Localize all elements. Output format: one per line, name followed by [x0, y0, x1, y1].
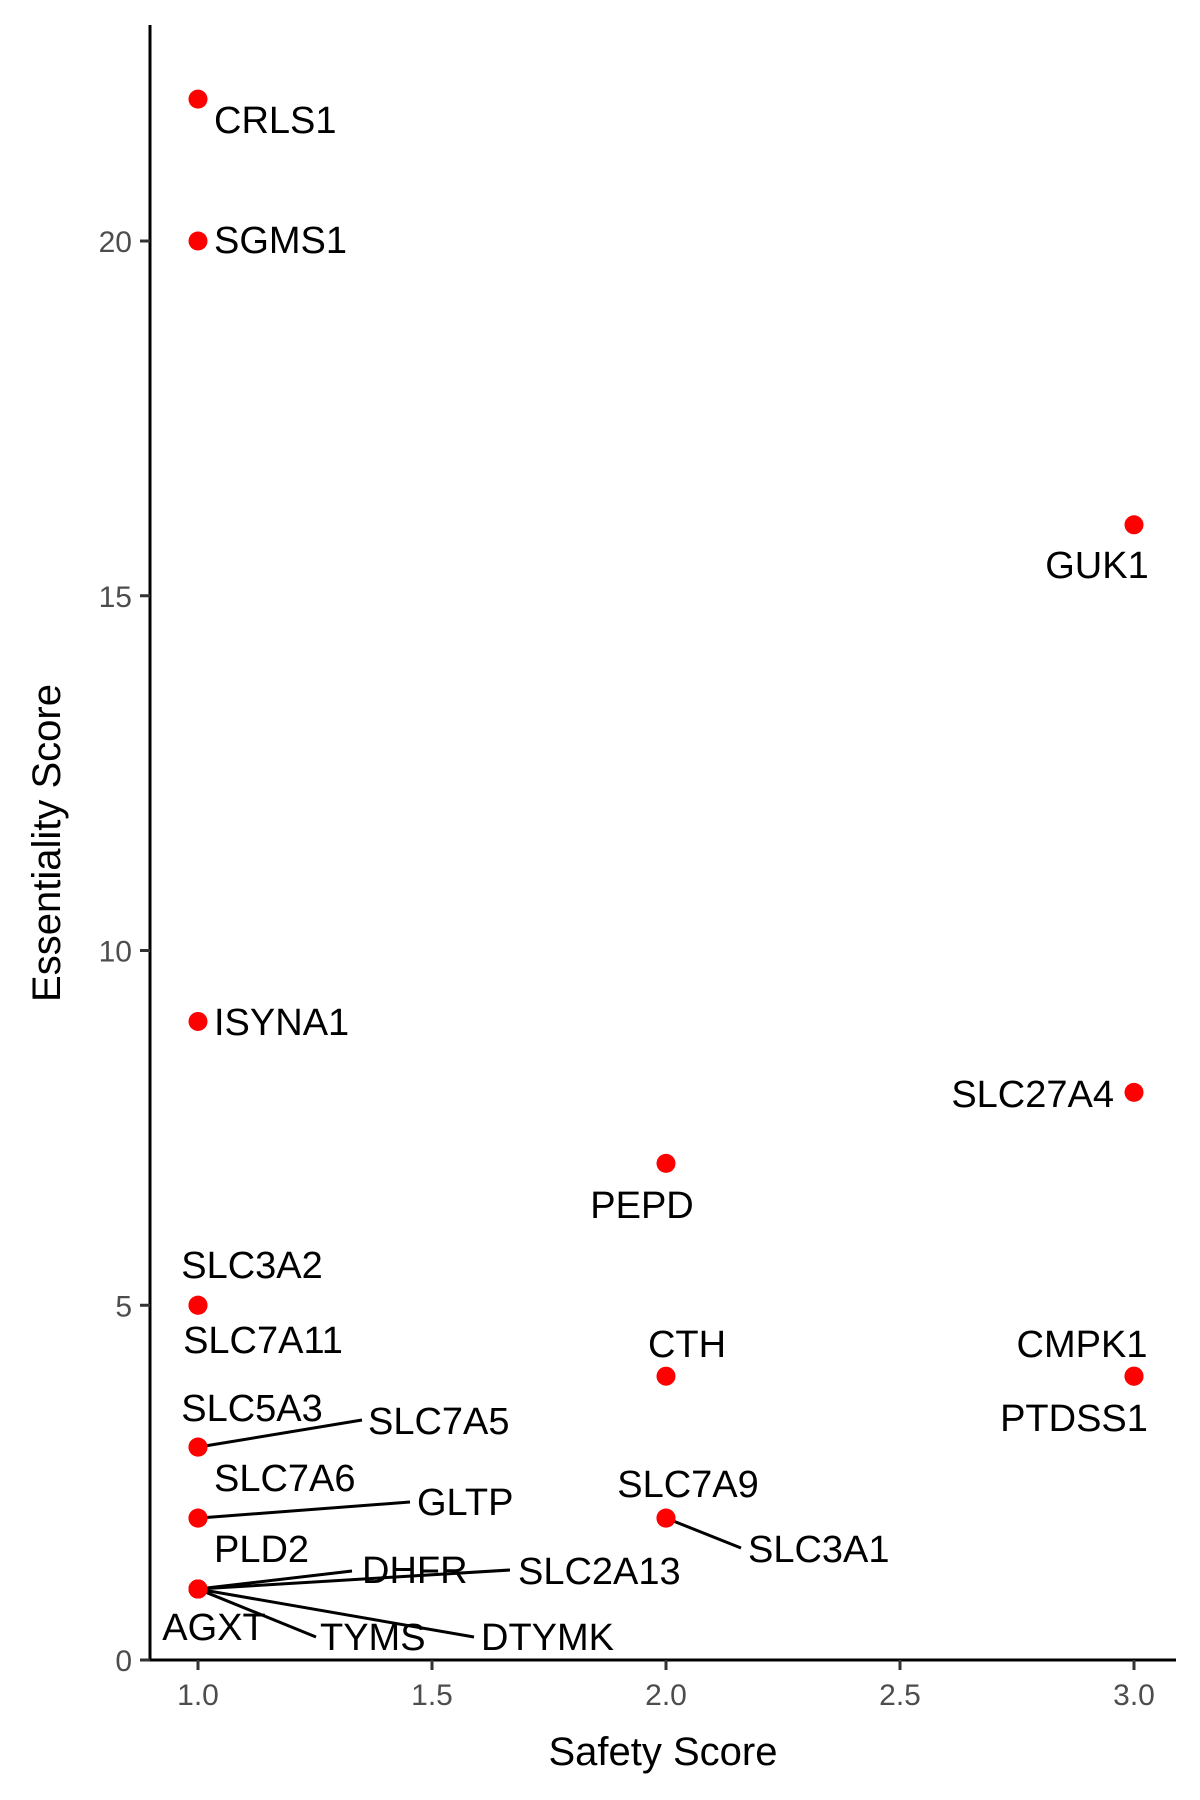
point-labels: CRLS1 SGMS1 ISYNA1 SLC3A2 SLC7A11 SLC5A3 SLC7A… — [162, 100, 1148, 1659]
data-point — [1124, 515, 1144, 535]
point-label: DHFR — [362, 1550, 468, 1592]
point-label: SGMS1 — [214, 220, 347, 262]
point-label: SLC7A5 — [368, 1401, 510, 1443]
point-label: PEPD — [590, 1185, 693, 1227]
data-point — [188, 231, 208, 251]
data-point — [656, 1366, 676, 1386]
point-label: SLC2A13 — [518, 1551, 681, 1593]
point-label: CMPK1 — [1017, 1324, 1148, 1366]
point-label: AGXT — [162, 1607, 265, 1649]
data-point — [188, 1508, 208, 1528]
leader-line — [197, 1500, 411, 1520]
point-label: TYMS — [320, 1617, 426, 1659]
x-tick-label: 2.5 — [879, 1679, 921, 1712]
data-point — [188, 1579, 208, 1599]
x-tick-label: 3.0 — [1113, 1679, 1155, 1712]
x-axis-ticks: 1.0 1.5 2.0 2.5 3.0 — [177, 1660, 1155, 1712]
data-point — [188, 89, 208, 109]
label-leader-lines — [197, 1418, 742, 1639]
leader-line — [197, 1568, 511, 1591]
y-tick-label: 20 — [99, 226, 132, 259]
point-label: SLC3A1 — [748, 1529, 890, 1571]
x-axis-title: Safety Score — [548, 1730, 777, 1774]
point-label: SLC5A3 — [181, 1388, 323, 1430]
y-axis-title: Essentiality Score — [25, 684, 69, 1002]
point-label: GUK1 — [1045, 545, 1148, 587]
point-label: SLC27A4 — [951, 1074, 1114, 1116]
point-label: CTH — [648, 1324, 726, 1366]
point-label: SLC7A6 — [214, 1458, 356, 1500]
x-tick-label: 1.5 — [411, 1679, 453, 1712]
data-point — [188, 1295, 208, 1315]
point-label: PTDSS1 — [1000, 1398, 1148, 1440]
point-label: SLC7A9 — [617, 1464, 759, 1506]
data-point — [1124, 1366, 1144, 1386]
point-label: SLC3A2 — [181, 1245, 323, 1287]
x-tick-label: 1.0 — [177, 1679, 219, 1712]
leader-line — [197, 1587, 475, 1639]
point-label: SLC7A11 — [183, 1320, 343, 1362]
y-tick-label: 15 — [99, 581, 132, 614]
point-label: GLTP — [417, 1482, 513, 1524]
x-tick-label: 2.0 — [645, 1679, 687, 1712]
point-label: PLD2 — [214, 1529, 309, 1571]
leader-line — [665, 1516, 742, 1550]
point-label: CRLS1 — [214, 100, 337, 142]
point-label: DTYMK — [481, 1617, 614, 1659]
y-tick-label: 5 — [115, 1290, 132, 1323]
y-tick-label: 10 — [99, 936, 132, 969]
y-tick-label: 0 — [115, 1645, 132, 1678]
data-point — [656, 1153, 676, 1173]
data-point — [656, 1508, 676, 1528]
data-points — [188, 89, 1144, 1599]
leader-line — [197, 1587, 317, 1639]
data-point — [1124, 1082, 1144, 1102]
data-point — [188, 1437, 208, 1457]
leader-line — [197, 1418, 363, 1449]
data-point — [188, 1011, 208, 1031]
y-axis-ticks: 0 5 10 15 20 — [99, 226, 150, 1678]
point-label: ISYNA1 — [214, 1002, 349, 1044]
